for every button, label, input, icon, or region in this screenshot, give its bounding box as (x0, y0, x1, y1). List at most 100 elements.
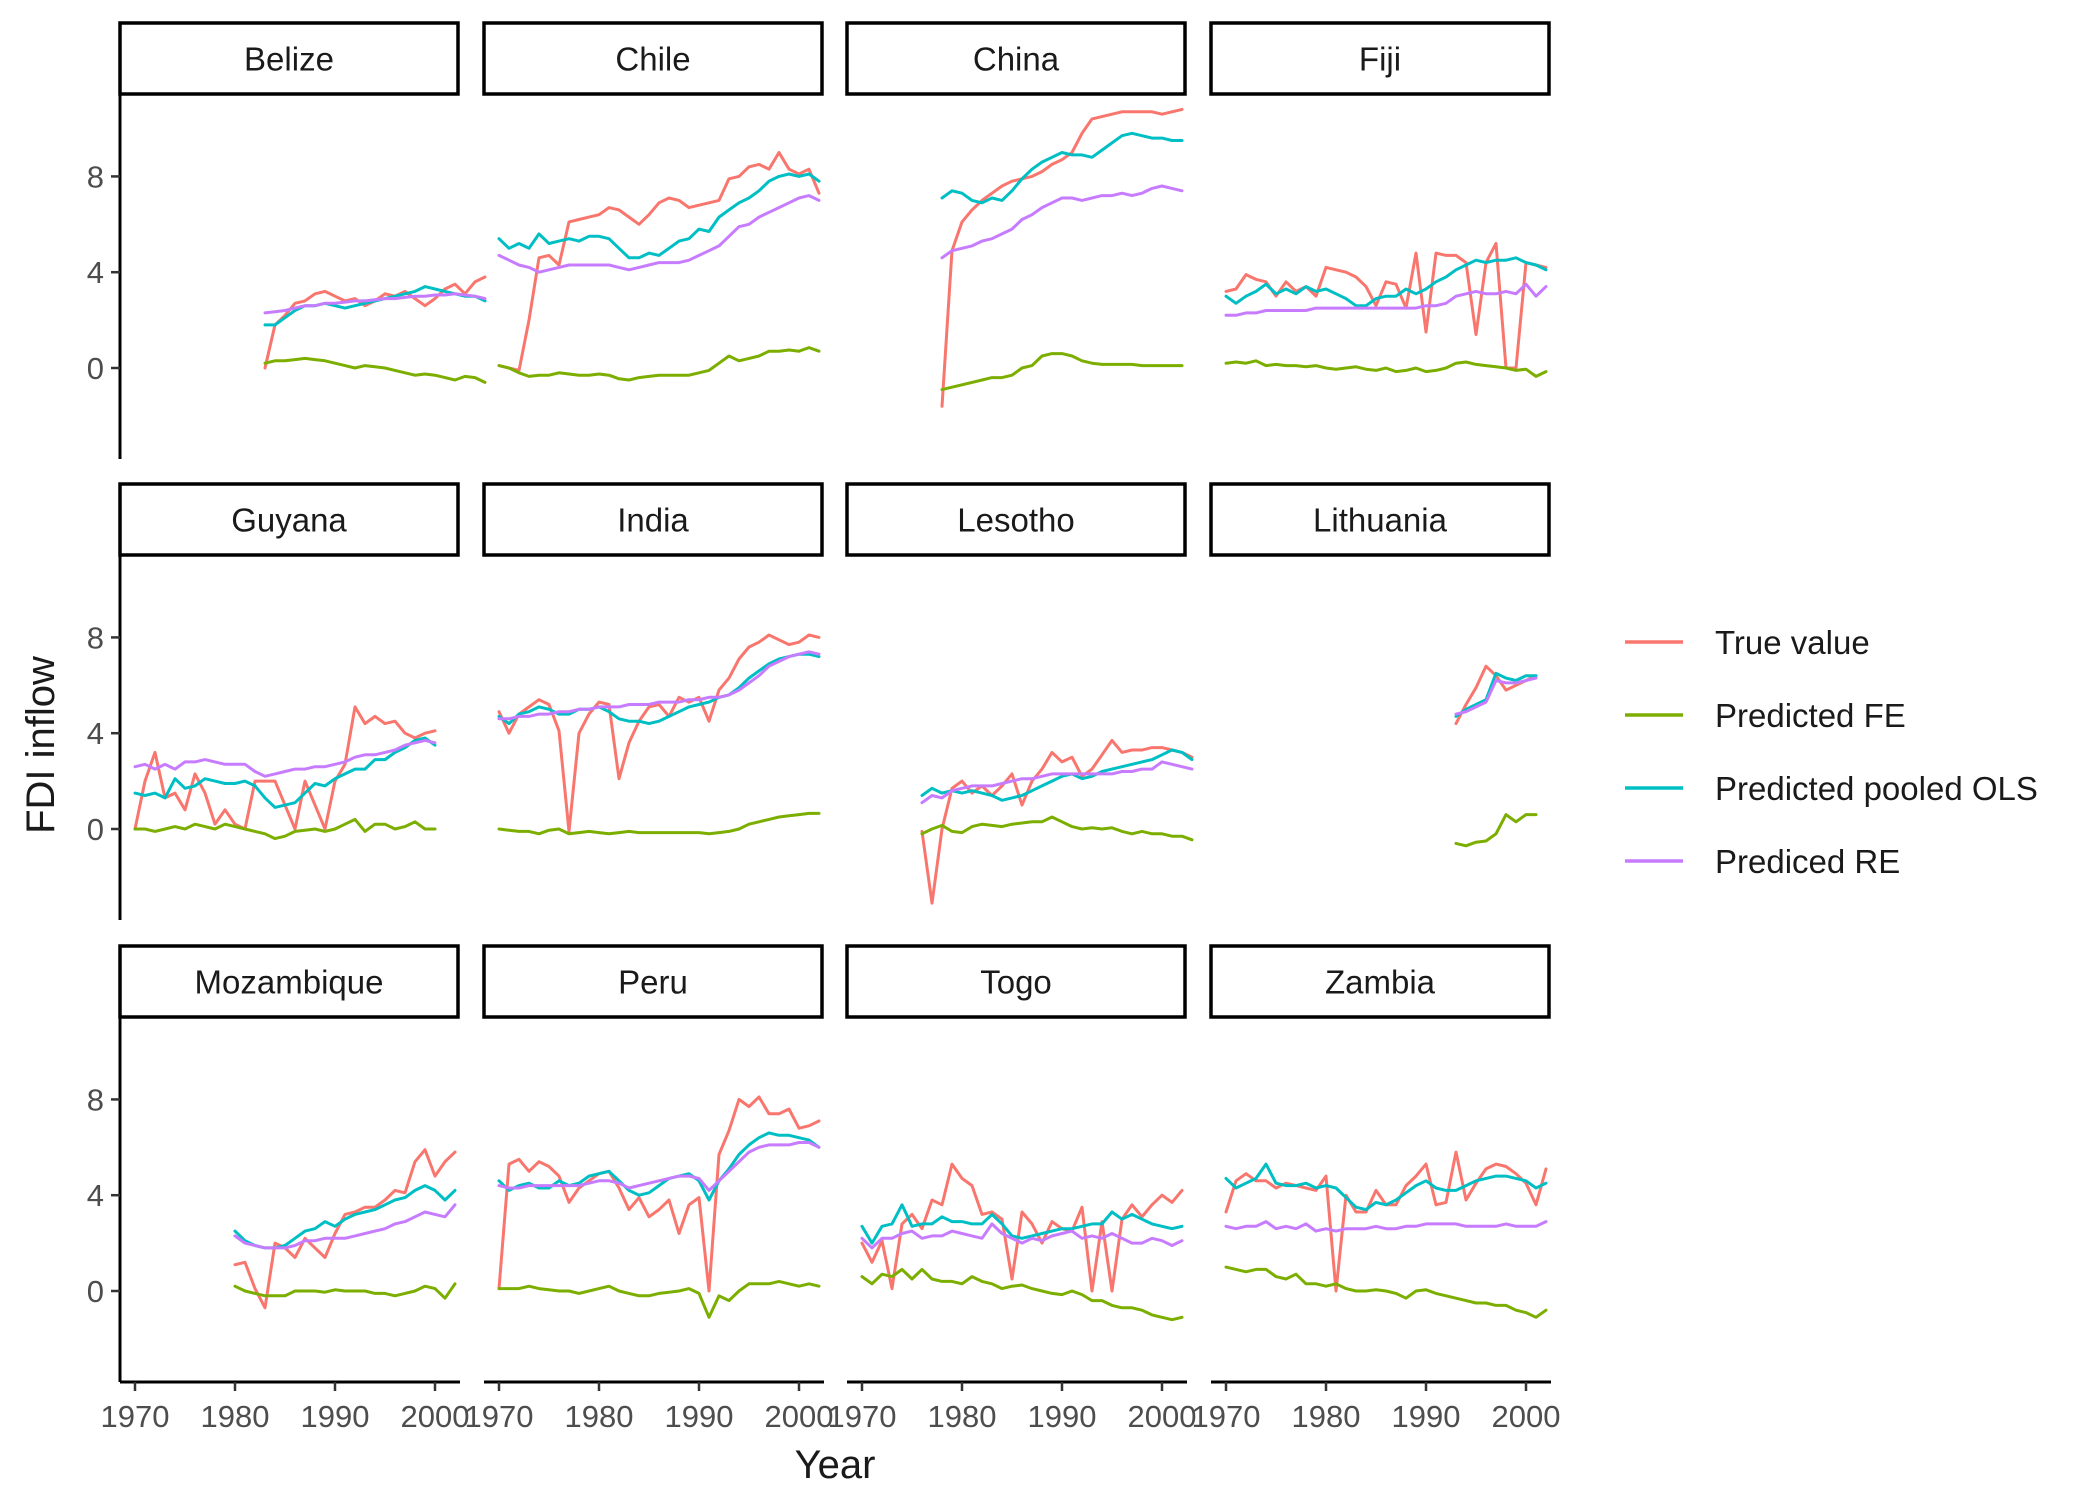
series-line-predicted-fe-fiji (1224, 359, 1548, 378)
series-line-true-value-guyana (133, 705, 437, 831)
series-line-predicted-re-chile (497, 194, 821, 274)
series-line-predicted-re-peru (497, 1141, 821, 1192)
x-tick-label: 1970 (101, 1399, 170, 1434)
x-tick-label: 1970 (828, 1399, 897, 1434)
y-axis-title: FDI inflow (19, 656, 63, 834)
strip-label-guyana: Guyana (231, 502, 347, 539)
series-line-predicted-re-fiji (1224, 282, 1548, 317)
series-line-true-value-togo (860, 1162, 1184, 1293)
x-tick-label: 2000 (1492, 1399, 1561, 1434)
legend-item-predicted-re: Prediced RE (1625, 843, 1900, 880)
panel-belize: Belize (118, 21, 487, 384)
y-axis-row-3: 0 4 8 (87, 1018, 122, 1382)
series-line-predicted-pooled-ols-lesotho (920, 748, 1194, 802)
series-line-true-value-lesotho (920, 738, 1194, 905)
strip-fiji (1209, 21, 1551, 96)
series-line-predicted-re-mozambique (233, 1203, 457, 1250)
series-line-predicted-fe-india (497, 811, 821, 836)
strip-india (482, 482, 824, 557)
series-line-predicted-pooled-ols-fiji (1224, 256, 1548, 308)
legend-label-predicted-re: Prediced RE (1715, 843, 1900, 880)
series-line-predicted-pooled-ols-belize (263, 285, 487, 327)
y-tick-label: 0 (87, 351, 104, 386)
panel-lesotho: Lesotho (845, 482, 1194, 905)
x-tick-label: 1970 (465, 1399, 534, 1434)
series-line-true-value-chile (497, 151, 821, 372)
series-line-predicted-pooled-ols-togo (860, 1203, 1184, 1245)
y-tick-label: 8 (87, 620, 104, 655)
series-line-true-value-belize (263, 275, 487, 370)
series-line-true-value-zambia (1224, 1150, 1548, 1293)
series-line-predicted-re-togo (860, 1222, 1184, 1250)
x-tick-label: 1970 (1192, 1399, 1261, 1434)
x-tick-label: 1980 (1292, 1399, 1361, 1434)
x-axis-zambia: 1970 1980 1990 2000 (1192, 1380, 1561, 1434)
series-line-predicted-fe-guyana (133, 817, 437, 841)
series-line-predicted-re-china (940, 184, 1184, 260)
x-axis-togo: 1970 1980 1990 2000 (828, 1380, 1196, 1434)
legend-label-predicted-pooled-ols: Predicted pooled OLS (1715, 770, 2038, 807)
legend-item-true-value: True value (1625, 624, 1870, 661)
series-line-predicted-pooled-ols-lithuania (1454, 671, 1538, 718)
x-tick-label: 1990 (1028, 1399, 1097, 1434)
strip-belize (118, 21, 460, 96)
strip-label-peru: Peru (618, 964, 688, 1001)
series-line-predicted-re-zambia (1224, 1220, 1548, 1233)
panel-mozambique: Mozambique (118, 944, 460, 1310)
series-line-true-value-fiji (1224, 242, 1548, 370)
strip-label-togo: Togo (980, 964, 1052, 1001)
series-line-predicted-fe-peru (497, 1279, 821, 1319)
series-line-predicted-re-lithuania (1454, 676, 1538, 716)
series-line-predicted-pooled-ols-india (497, 652, 821, 726)
y-tick-label: 4 (87, 255, 104, 290)
panel-peru: Peru (482, 944, 824, 1319)
legend-item-predicted-fe: Predicted FE (1625, 697, 1906, 734)
x-tick-label: 1980 (928, 1399, 997, 1434)
y-tick-label: 8 (87, 1082, 104, 1117)
series-line-predicted-fe-togo (860, 1267, 1184, 1322)
y-axis-row-1: 0 4 8 (87, 95, 122, 459)
series-line-predicted-pooled-ols-zambia (1224, 1162, 1548, 1212)
legend-item-predicted-pooled-ols: Predicted pooled OLS (1625, 770, 2038, 807)
strip-label-zambia: Zambia (1325, 964, 1436, 1001)
series-line-true-value-peru (497, 1095, 821, 1293)
series-line-predicted-re-belize (263, 292, 487, 315)
series-line-predicted-fe-belize (263, 356, 487, 384)
x-tick-label: 1980 (565, 1399, 634, 1434)
y-tick-label: 0 (87, 1274, 104, 1309)
strip-label-fiji: Fiji (1359, 41, 1401, 78)
series-line-predicted-re-guyana (133, 738, 437, 778)
panel-lithuania: Lithuania (1209, 482, 1551, 848)
x-tick-label: 2000 (401, 1399, 470, 1434)
strip-label-mozambique: Mozambique (195, 964, 384, 1001)
panel-togo: Togo (845, 944, 1187, 1322)
strip-label-india: India (617, 502, 689, 539)
y-tick-label: 0 (87, 812, 104, 847)
series-line-predicted-fe-mozambique (233, 1282, 457, 1300)
y-axis-row-2: 0 4 8 (87, 556, 122, 920)
panel-india: India (482, 482, 824, 836)
series-line-predicted-re-lesotho (920, 760, 1194, 805)
series-line-predicted-fe-china (940, 352, 1184, 392)
legend-label-predicted-fe: Predicted FE (1715, 697, 1906, 734)
y-tick-label: 4 (87, 1178, 104, 1213)
series-line-predicted-pooled-ols-china (940, 131, 1184, 205)
strip-togo (845, 944, 1187, 1019)
series-line-predicted-pooled-ols-chile (497, 172, 821, 260)
panel-zambia: Zambia (1209, 944, 1551, 1319)
series-line-predicted-re-india (497, 650, 821, 721)
series-line-true-value-china (940, 107, 1184, 408)
panel-chile: Chile (482, 21, 824, 382)
legend: True value Predicted FE Predicted pooled O… (1625, 624, 2038, 880)
strip-lithuania (1209, 482, 1551, 557)
panel-fiji: Fiji (1209, 21, 1551, 378)
series-line-predicted-pooled-ols-guyana (133, 736, 437, 809)
strip-peru (482, 944, 824, 1019)
panel-china: China (845, 21, 1187, 408)
legend-label-true-value: True value (1715, 624, 1870, 661)
x-axis-title: Year (795, 1443, 876, 1487)
strip-label-china: China (973, 41, 1060, 78)
series-line-predicted-fe-chile (497, 346, 821, 382)
strip-label-chile: Chile (615, 41, 690, 78)
